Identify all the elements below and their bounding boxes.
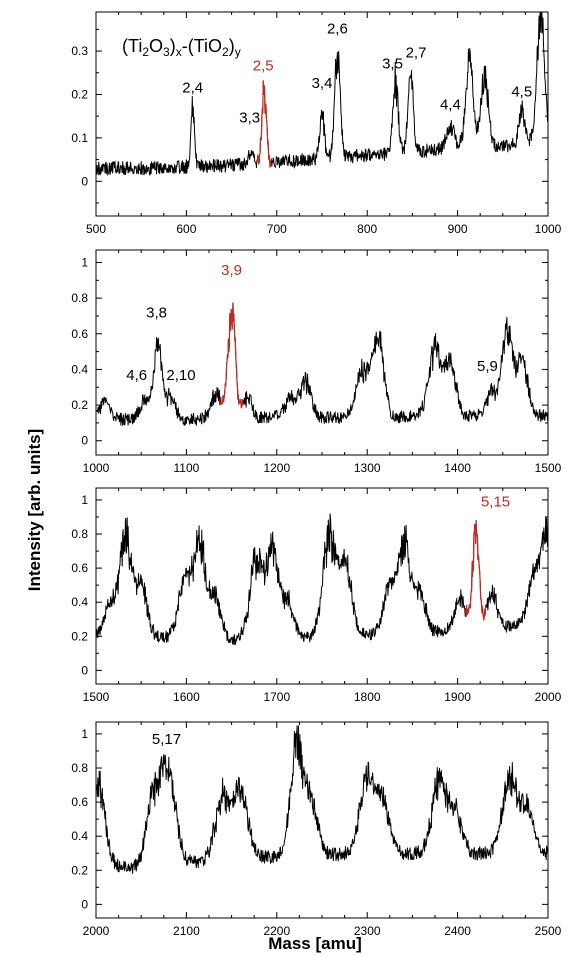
highlighted-peak <box>256 80 272 168</box>
x-tick-label: 1300 <box>354 461 381 475</box>
y-tick-label: 1 <box>81 727 88 741</box>
y-tick-label: 0.1 <box>71 131 88 145</box>
spectrum-line <box>96 725 548 874</box>
x-tick-label: 500 <box>86 222 106 236</box>
y-tick-label: 0 <box>81 174 88 188</box>
panel-2: 1000 1100 1200 1300 1400 1500 0 0.2 0.4 0.6 0.8 1 4,… <box>71 249 562 475</box>
x-tick-label: 1200 <box>263 461 290 475</box>
x-tick-label: 2200 <box>263 924 290 938</box>
panel-3: 1500 1600 1700 1800 1900 2000 0 0.2 0.4 0.6 0.8 1 5,… <box>71 487 562 704</box>
peak-label: 2,4 <box>182 79 203 96</box>
peak-label: 2,7 <box>406 45 427 62</box>
panel-4: 2000 2100 2200 2300 2400 2500 0 0.2 0.4 0.6 0.8 1 5,… <box>71 721 562 938</box>
y-tick-label: 1 <box>81 255 88 269</box>
x-tick-label: 800 <box>357 222 377 236</box>
x-tick-label: 900 <box>448 222 468 236</box>
x-tick-label: 1800 <box>354 690 381 704</box>
formula-label: (Ti2O3)x-(TiO2)y <box>122 36 241 59</box>
peak-label: 3,5 <box>382 55 403 72</box>
x-tick-label: 2000 <box>83 924 110 938</box>
peak-label: 3,9 <box>221 262 242 279</box>
y-tick-label: 0.6 <box>71 561 88 575</box>
x-tick-label: 2500 <box>535 924 562 938</box>
panel-frame <box>95 249 549 456</box>
x-tick-label: 700 <box>267 222 287 236</box>
highlighted-peak <box>465 520 487 621</box>
y-tick-label: 0.6 <box>71 327 88 341</box>
peak-label: 3,8 <box>146 305 167 322</box>
y-tick-label: 0.6 <box>71 795 88 809</box>
y-tick-label: 0.4 <box>71 595 88 609</box>
y-axis-title: Intensity [arb. units] <box>25 429 44 591</box>
y-tick-label: 0 <box>81 897 88 911</box>
x-tick-label: 1700 <box>263 690 290 704</box>
highlighted-peak <box>219 302 244 409</box>
peak-label: 5,9 <box>477 358 498 375</box>
y-tick-label: 0.8 <box>71 291 88 305</box>
y-tick-label: 0.2 <box>71 398 88 412</box>
y-tick-label: 0.3 <box>71 44 88 58</box>
y-tick-label: 0.2 <box>71 863 88 877</box>
x-axis-title: Mass [amu] <box>268 934 362 953</box>
x-tick-label: 1000 <box>83 461 110 475</box>
x-tick-label: 1900 <box>444 690 471 704</box>
x-tick-label: 1100 <box>173 461 199 475</box>
spectrum-line <box>96 12 548 176</box>
x-tick-label: 2400 <box>444 924 471 938</box>
y-tick-label: 0.8 <box>71 527 88 541</box>
peak-label: 3,4 <box>312 75 333 92</box>
x-tick-label: 1000 <box>535 222 562 236</box>
x-tick-label: 1500 <box>535 461 562 475</box>
peak-label: 2,10 <box>166 367 195 384</box>
y-tick-label: 1 <box>81 493 88 507</box>
y-tick-label: 0.4 <box>71 829 88 843</box>
panel-frame <box>95 721 549 919</box>
peak-label: 4,6 <box>126 367 147 384</box>
x-tick-label: 2300 <box>354 924 381 938</box>
peak-label: 3,3 <box>239 110 260 127</box>
peak-label: 2,6 <box>327 21 348 38</box>
x-tick-label: 1600 <box>173 690 200 704</box>
y-tick-label: 0.8 <box>71 761 88 775</box>
y-tick-label: 0.2 <box>71 629 88 643</box>
panel-1: 500 600 700 800 900 1000 0 0.1 0.2 0.3 2,4 3,3 2,5 3,… <box>71 11 562 236</box>
peak-label: 2,5 <box>253 58 274 75</box>
x-tick-label: 1500 <box>83 690 110 704</box>
x-tick-label: 1400 <box>444 461 471 475</box>
peak-label: 5,15 <box>481 494 510 511</box>
x-tick-label: 2100 <box>173 924 200 938</box>
peak-label: 4,4 <box>440 97 461 114</box>
peak-label: 4,5 <box>511 84 532 101</box>
x-tick-label: 600 <box>176 222 196 236</box>
spectrum-line <box>96 302 548 426</box>
y-tick-label: 0.2 <box>71 87 88 101</box>
x-tick-label: 2000 <box>535 690 562 704</box>
y-tick-label: 0.4 <box>71 362 88 376</box>
y-tick-label: 0 <box>81 434 88 448</box>
peak-label: 5,17 <box>152 731 181 748</box>
y-tick-label: 0 <box>81 663 88 677</box>
